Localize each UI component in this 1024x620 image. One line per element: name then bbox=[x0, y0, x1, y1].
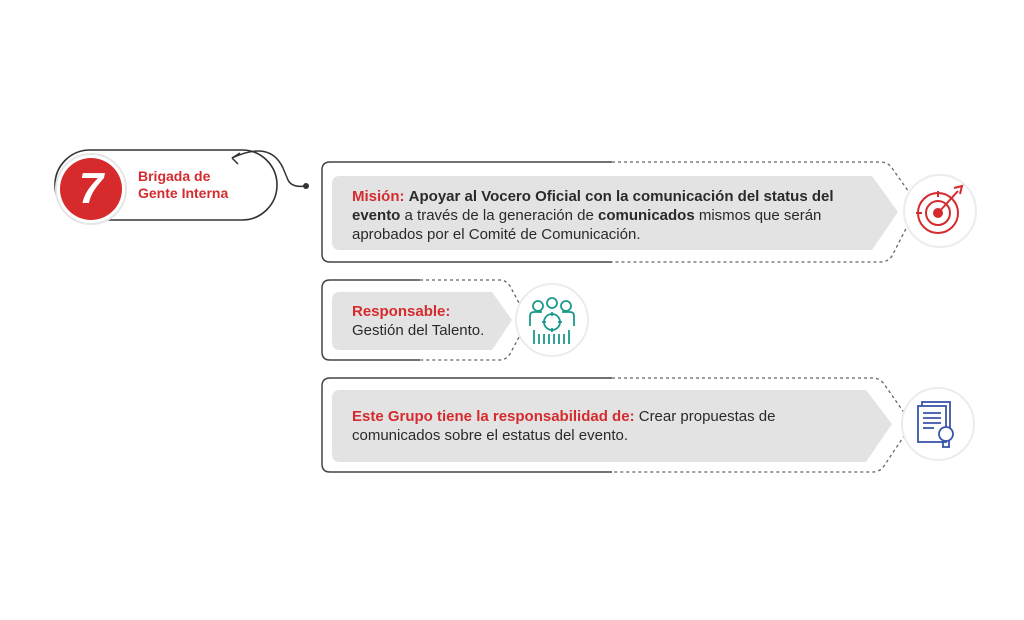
brigade-title-line2: Gente Interna bbox=[138, 185, 229, 201]
document-idea-icon bbox=[917, 401, 954, 448]
mission-label: Misión: bbox=[352, 188, 405, 205]
mission-bold-1: Apoyar al Vocero Oficial con la comunica… bbox=[408, 188, 834, 205]
responsibility-label: Este Grupo tiene la responsabilidad de: bbox=[352, 408, 635, 425]
responsible-label: Responsable: bbox=[352, 303, 451, 320]
target-icon bbox=[916, 184, 964, 234]
brigade-title: Brigada de Gente Interna bbox=[138, 168, 258, 202]
responsibility-text-1: Crear propuestas de bbox=[634, 408, 776, 425]
connector-arrow bbox=[231, 150, 309, 189]
mission-bold-3: comunicados bbox=[598, 207, 695, 224]
mission-text: Misión: Apoyar al Vocero Oficial con la … bbox=[352, 187, 872, 244]
mission-line1: Misión: Apoyar al Vocero Oficial con la … bbox=[352, 187, 872, 206]
mission-bold-2: evento bbox=[352, 207, 401, 224]
brigade-number: 7 bbox=[78, 164, 104, 213]
mission-line2: evento a través de la generación de comu… bbox=[352, 206, 872, 225]
mission-normal-1: a través de la generación de bbox=[400, 207, 598, 224]
mission-normal-2: mismos que serán bbox=[694, 207, 822, 224]
responsible-text: Responsable: Gestión del Talento. bbox=[352, 302, 512, 340]
brigade-number-badge: 7 bbox=[60, 158, 122, 220]
brigade-title-line1: Brigada de bbox=[138, 168, 211, 184]
mission-line3: aprobados por el Comité de Comunicación. bbox=[352, 226, 641, 243]
responsible-value: Gestión del Talento. bbox=[352, 322, 485, 339]
responsibility-line1: Este Grupo tiene la responsabilidad de: … bbox=[352, 407, 872, 426]
responsibility-line2: comunicados sobre el estatus del evento. bbox=[352, 427, 628, 444]
responsibility-text: Este Grupo tiene la responsabilidad de: … bbox=[352, 407, 872, 445]
team-icon bbox=[529, 297, 575, 344]
